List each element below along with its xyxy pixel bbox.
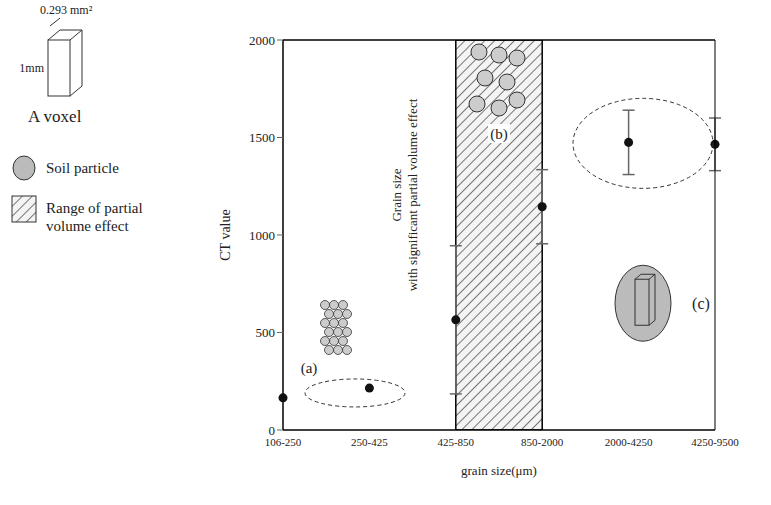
svg-text:0: 0 (269, 423, 276, 438)
svg-text:volume effect: volume effect (46, 218, 129, 234)
svg-text:425-850: 425-850 (437, 436, 474, 448)
svg-text:with significant partial volum: with significant partial volume effect (405, 98, 420, 291)
svg-text:500: 500 (256, 325, 276, 340)
svg-text:A voxel: A voxel (28, 107, 82, 126)
svg-text:1mm: 1mm (19, 61, 44, 75)
svg-text:(b): (b) (490, 126, 508, 143)
svg-text:2000: 2000 (249, 33, 275, 48)
svg-text:1000: 1000 (249, 228, 275, 243)
svg-text:(a): (a) (301, 360, 318, 377)
svg-text:4250-9500: 4250-9500 (691, 436, 739, 448)
svg-text:Soil particle: Soil particle (46, 160, 119, 176)
svg-text:CT value: CT value (218, 209, 233, 260)
svg-text:850-2000: 850-2000 (521, 436, 564, 448)
svg-text:grain size(μm): grain size(μm) (461, 463, 537, 478)
svg-text:250-425: 250-425 (351, 436, 388, 448)
svg-text:Grain size: Grain size (389, 168, 404, 221)
svg-text:(c): (c) (692, 295, 710, 313)
svg-text:1500: 1500 (249, 130, 275, 145)
svg-text:106-250: 106-250 (264, 435, 302, 448)
svg-text:2000-4250: 2000-4250 (605, 436, 653, 448)
svg-text:Range of partial: Range of partial (46, 200, 143, 216)
svg-text:0.293 mm²: 0.293 mm² (40, 3, 93, 17)
